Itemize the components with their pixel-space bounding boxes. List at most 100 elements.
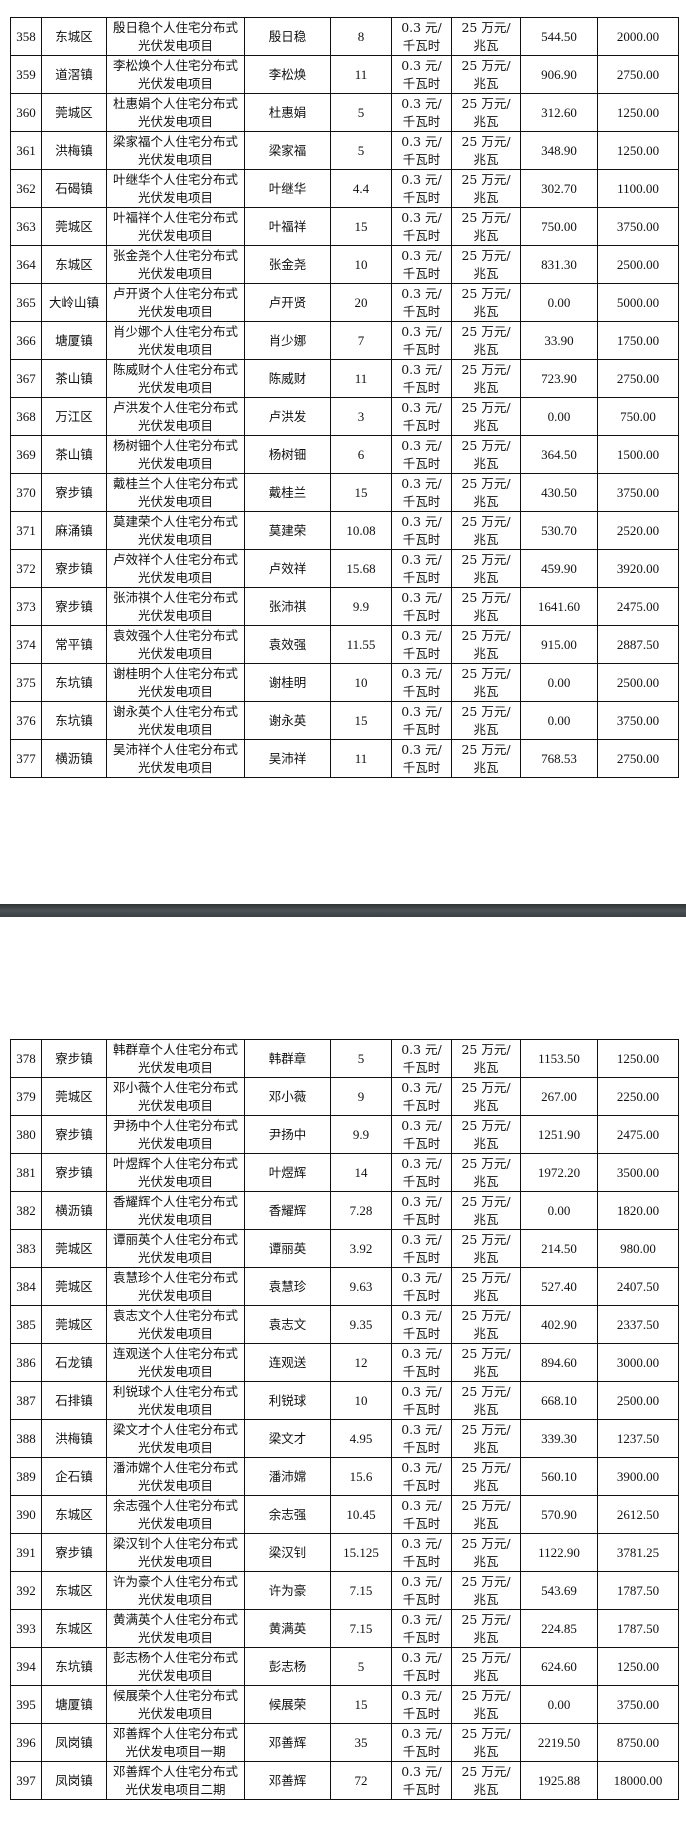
amount-paid-cell: 339.30 xyxy=(520,1419,598,1458)
owner-name-cell: 潘沛嫦 xyxy=(244,1457,331,1496)
project-name-cell: 袁志文个人住宅分布式光伏发电项目 xyxy=(106,1305,245,1344)
owner-name-cell: 杨树钿 xyxy=(244,435,331,474)
project-name-cell: 叶煜辉个人住宅分布式光伏发电项目 xyxy=(106,1153,245,1192)
amount-total-cell: 8750.00 xyxy=(597,1723,679,1762)
subsidy-rate-cell: 25 万元/兆瓦 xyxy=(451,1495,521,1534)
electricity-price-cell: 0.3 元/千瓦时 xyxy=(391,321,452,360)
amount-total-cell: 1820.00 xyxy=(597,1191,679,1230)
row-number-cell: 373 xyxy=(10,587,42,626)
electricity-price-cell: 0.3 元/千瓦时 xyxy=(391,55,452,94)
subsidy-rate-cell: 25 万元/兆瓦 xyxy=(451,1457,521,1496)
electricity-price-cell: 0.3 元/千瓦时 xyxy=(391,701,452,740)
electricity-price-cell: 0.3 元/千瓦时 xyxy=(391,587,452,626)
capacity-cell: 15 xyxy=(330,473,392,512)
capacity-cell: 15 xyxy=(330,207,392,246)
owner-name-cell: 袁慧珍 xyxy=(244,1267,331,1306)
electricity-price-cell: 0.3 元/千瓦时 xyxy=(391,1761,452,1800)
row-number-cell: 388 xyxy=(10,1419,42,1458)
owner-name-cell: 谢永英 xyxy=(244,701,331,740)
project-name-cell: 邓小薇个人住宅分布式光伏发电项目 xyxy=(106,1077,245,1116)
capacity-cell: 6 xyxy=(330,435,392,474)
project-name-cell: 谢永英个人住宅分布式光伏发电项目 xyxy=(106,701,245,740)
subsidy-rate-cell: 25 万元/兆瓦 xyxy=(451,511,521,550)
amount-paid-cell: 915.00 xyxy=(520,625,598,664)
district-cell: 道滘镇 xyxy=(41,55,107,94)
electricity-price-cell: 0.3 元/千瓦时 xyxy=(391,1457,452,1496)
amount-paid-cell: 527.40 xyxy=(520,1267,598,1306)
district-cell: 寮步镇 xyxy=(41,587,107,626)
row-number-cell: 369 xyxy=(10,435,42,474)
electricity-price-cell: 0.3 元/千瓦时 xyxy=(391,1115,452,1154)
amount-total-cell: 2612.50 xyxy=(597,1495,679,1534)
table-row: 377 横沥镇 吴沛祥个人住宅分布式光伏发电项目 吴沛祥 11 0.3 元/千瓦时 25 万… xyxy=(10,739,679,778)
project-name-cell: 梁汉钊个人住宅分布式光伏发电项目 xyxy=(106,1533,245,1572)
project-name-cell: 余志强个人住宅分布式光伏发电项目 xyxy=(106,1495,245,1534)
subsidy-rate-cell: 25 万元/兆瓦 xyxy=(451,1381,521,1420)
owner-name-cell: 韩群章 xyxy=(244,1039,331,1078)
district-cell: 莞城区 xyxy=(41,1229,107,1268)
owner-name-cell: 尹扬中 xyxy=(244,1115,331,1154)
owner-name-cell: 袁志文 xyxy=(244,1305,331,1344)
subsidy-rate-cell: 25 万元/兆瓦 xyxy=(451,1533,521,1572)
amount-total-cell: 2887.50 xyxy=(597,625,679,664)
project-name-cell: 肖少娜个人住宅分布式光伏发电项目 xyxy=(106,321,245,360)
table-row: 390 东城区 余志强个人住宅分布式光伏发电项目 余志强 10.45 0.3 元/千瓦时 2… xyxy=(10,1495,679,1534)
row-number-cell: 380 xyxy=(10,1115,42,1154)
capacity-cell: 10 xyxy=(330,245,392,284)
subsidy-rate-cell: 25 万元/兆瓦 xyxy=(451,1191,521,1230)
project-name-cell: 韩群章个人住宅分布式光伏发电项目 xyxy=(106,1039,245,1078)
subsidy-rate-cell: 25 万元/兆瓦 xyxy=(451,1115,521,1154)
owner-name-cell: 张金尧 xyxy=(244,245,331,284)
subsidy-rate-cell: 25 万元/兆瓦 xyxy=(451,283,521,322)
capacity-cell: 5 xyxy=(330,131,392,170)
row-number-cell: 394 xyxy=(10,1647,42,1686)
subsidy-rate-cell: 25 万元/兆瓦 xyxy=(451,131,521,170)
amount-total-cell: 2500.00 xyxy=(597,663,679,702)
amount-total-cell: 1250.00 xyxy=(597,1039,679,1078)
amount-paid-cell: 1122.90 xyxy=(520,1533,598,1572)
amount-total-cell: 1250.00 xyxy=(597,93,679,132)
table-row: 396 凤岗镇 邓善辉个人住宅分布式光伏发电项目一期 邓善辉 35 0.3 元/千瓦时 25… xyxy=(10,1723,679,1762)
amount-paid-cell: 750.00 xyxy=(520,207,598,246)
row-number-cell: 383 xyxy=(10,1229,42,1268)
table-row: 382 横沥镇 香耀辉个人住宅分布式光伏发电项目 香耀辉 7.28 0.3 元/千瓦时 25… xyxy=(10,1191,679,1230)
table-row: 376 东坑镇 谢永英个人住宅分布式光伏发电项目 谢永英 15 0.3 元/千瓦时 25 万… xyxy=(10,701,679,740)
capacity-cell: 9.63 xyxy=(330,1267,392,1306)
electricity-price-cell: 0.3 元/千瓦时 xyxy=(391,1495,452,1534)
amount-paid-cell: 0.00 xyxy=(520,397,598,436)
row-number-cell: 379 xyxy=(10,1077,42,1116)
owner-name-cell: 谭丽英 xyxy=(244,1229,331,1268)
subsidy-rate-cell: 25 万元/兆瓦 xyxy=(451,739,521,778)
subsidy-rate-cell: 25 万元/兆瓦 xyxy=(451,1305,521,1344)
subsidy-rate-cell: 25 万元/兆瓦 xyxy=(451,321,521,360)
project-table-page-1: 358 东城区 殷日稳个人住宅分布式光伏发电项目 殷日稳 8 0.3 元/千瓦时 25 万元… xyxy=(10,17,679,778)
page-divider xyxy=(0,904,686,917)
project-name-cell: 邓善辉个人住宅分布式光伏发电项目一期 xyxy=(106,1723,245,1762)
amount-total-cell: 2750.00 xyxy=(597,359,679,398)
project-name-cell: 梁文才个人住宅分布式光伏发电项目 xyxy=(106,1419,245,1458)
amount-total-cell: 750.00 xyxy=(597,397,679,436)
amount-total-cell: 980.00 xyxy=(597,1229,679,1268)
electricity-price-cell: 0.3 元/千瓦时 xyxy=(391,1571,452,1610)
amount-total-cell: 18000.00 xyxy=(597,1761,679,1800)
subsidy-rate-cell: 25 万元/兆瓦 xyxy=(451,1761,521,1800)
project-name-cell: 谢桂明个人住宅分布式光伏发电项目 xyxy=(106,663,245,702)
district-cell: 洪梅镇 xyxy=(41,131,107,170)
amount-total-cell: 2520.00 xyxy=(597,511,679,550)
project-name-cell: 陈威财个人住宅分布式光伏发电项目 xyxy=(106,359,245,398)
capacity-cell: 7.15 xyxy=(330,1571,392,1610)
subsidy-rate-cell: 25 万元/兆瓦 xyxy=(451,473,521,512)
owner-name-cell: 卢效祥 xyxy=(244,549,331,588)
amount-paid-cell: 906.90 xyxy=(520,55,598,94)
table-row: 383 莞城区 谭丽英个人住宅分布式光伏发电项目 谭丽英 3.92 0.3 元/千瓦时 25… xyxy=(10,1229,679,1268)
district-cell: 莞城区 xyxy=(41,207,107,246)
project-name-cell: 李松焕个人住宅分布式光伏发电项目 xyxy=(106,55,245,94)
project-name-cell: 梁家福个人住宅分布式光伏发电项目 xyxy=(106,131,245,170)
amount-total-cell: 3750.00 xyxy=(597,473,679,512)
owner-name-cell: 叶福祥 xyxy=(244,207,331,246)
amount-paid-cell: 624.60 xyxy=(520,1647,598,1686)
table-row: 381 寮步镇 叶煜辉个人住宅分布式光伏发电项目 叶煜辉 14 0.3 元/千瓦时 25 万… xyxy=(10,1153,679,1192)
amount-total-cell: 3781.25 xyxy=(597,1533,679,1572)
electricity-price-cell: 0.3 元/千瓦时 xyxy=(391,1191,452,1230)
electricity-price-cell: 0.3 元/千瓦时 xyxy=(391,1077,452,1116)
